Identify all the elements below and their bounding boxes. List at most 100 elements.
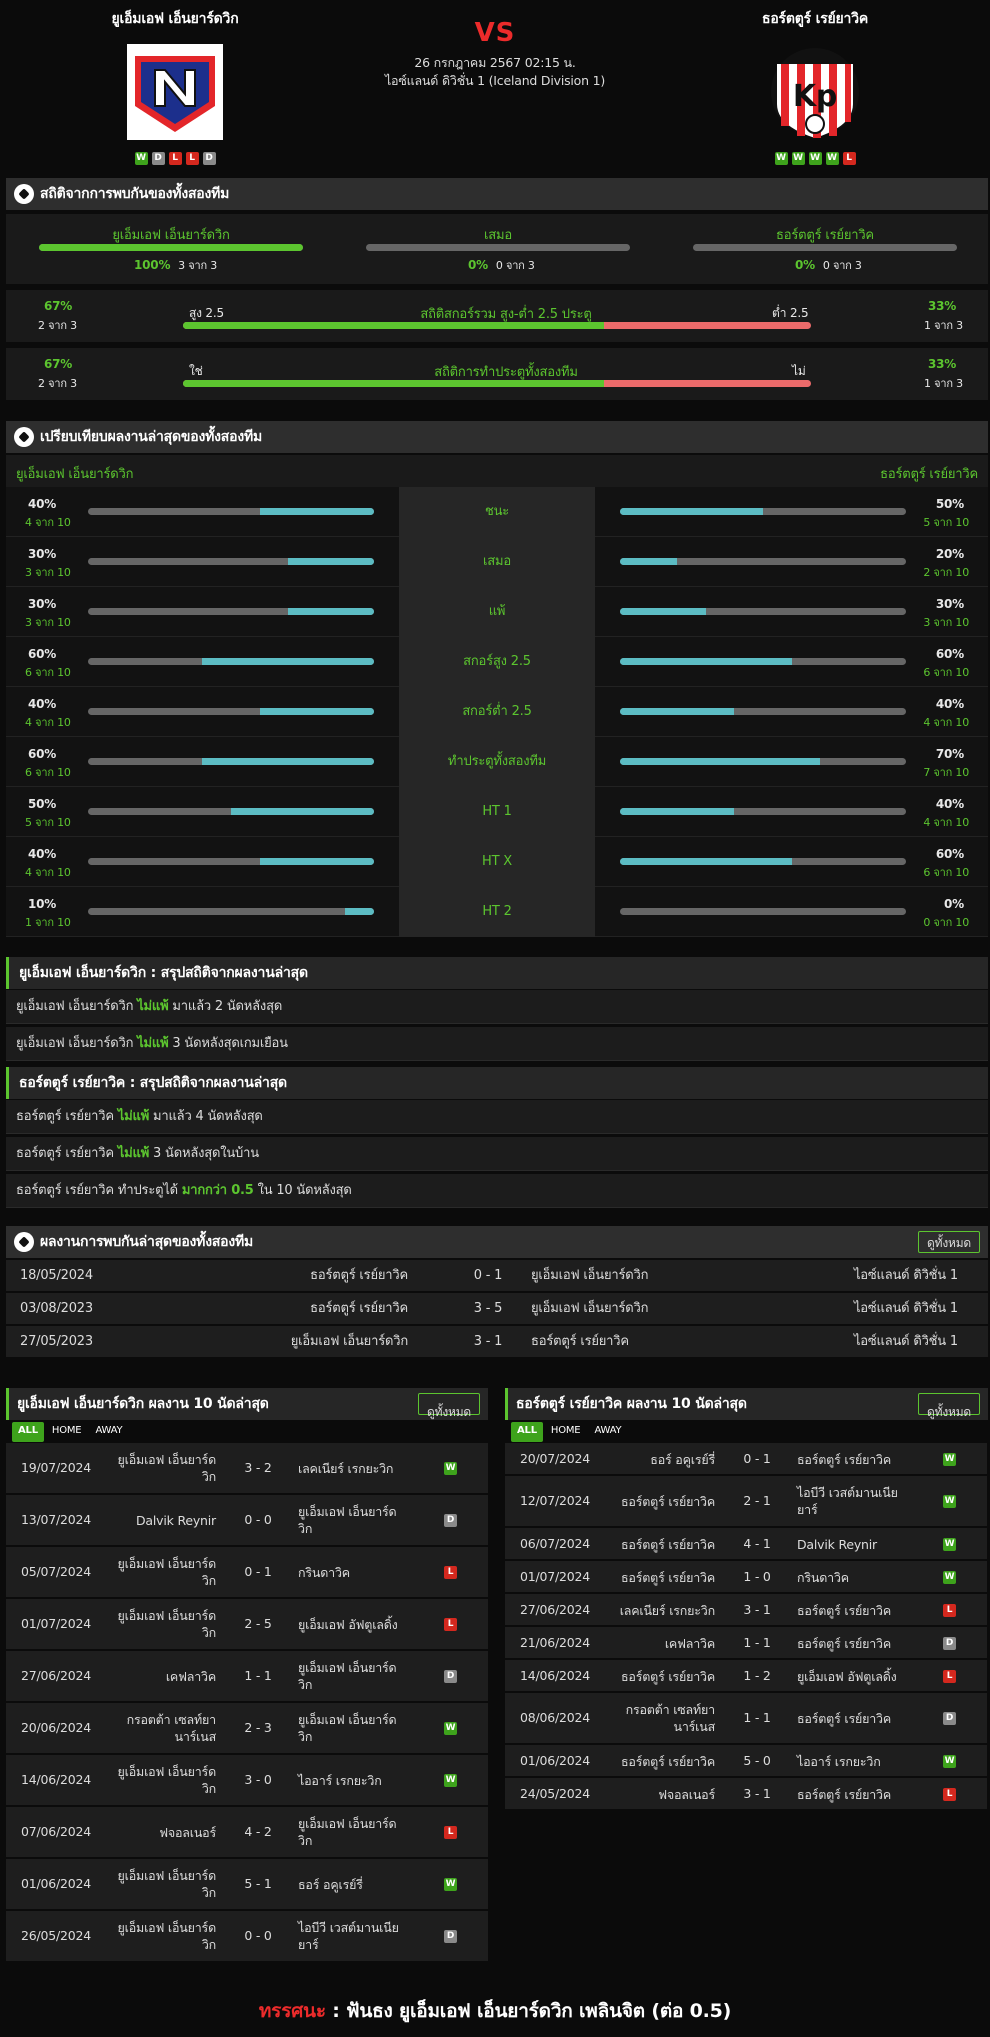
match-home: ยูเอ็มเอฟ เอ็นยาร์ด วิก <box>117 1556 217 1588</box>
match-home: ฟจอลเนอร์ <box>658 1786 715 1802</box>
tab-all[interactable]: ALL <box>12 1422 44 1442</box>
match-row[interactable]: 05/07/2024 ยูเอ็มเอฟ เอ็นยาร์ด วิก 0 - 1 กร… <box>6 1547 488 1597</box>
compare-label: HT 2 <box>399 887 595 937</box>
h2h-home-count: 3 จาก 3 <box>178 259 218 272</box>
tab-away[interactable]: AWAY <box>95 1425 123 1436</box>
away-pct: 40% <box>935 697 964 711</box>
away-count: 6 จาก 10 <box>923 866 969 879</box>
ou-left-label: สูง 2.5 <box>189 306 224 320</box>
compare-row: 10% 1 จาก 10 HT 2 0% 0 จาก 10 <box>6 887 988 937</box>
match-row[interactable]: 26/05/2024 ยูเอ็มเอฟ เอ็นยาร์ด วิก 0 - 0 ไอ… <box>6 1911 488 1961</box>
match-home: ยูเอ็มเอฟ เอ็นยาร์ด วิก <box>117 1764 217 1796</box>
h2h-view-all-button[interactable]: ดูทั้งหมด <box>918 1231 980 1253</box>
home-bar <box>88 658 374 665</box>
match-row[interactable]: 24/05/2024 ฟจอลเนอร์ 3 - 1 ธอร์ตตูร์ เรย์ยา… <box>505 1778 987 1809</box>
away-team-name: ธอร์ตตูร์ เรย์ยาวิค <box>761 11 869 27</box>
match-away: เลคเนียร์ เรกยะวิก <box>298 1461 394 1476</box>
match-away: ธอร์ตตูร์ เรย์ยาวิค <box>797 1602 892 1618</box>
h2h-date: 18/05/2024 <box>20 1268 93 1283</box>
tab-all[interactable]: ALL <box>511 1422 543 1442</box>
match-date: 21/06/2024 <box>520 1634 591 1650</box>
result-badge: L <box>444 1566 457 1579</box>
match-home: ฟจอลเนอร์ <box>159 1825 216 1840</box>
home-bar <box>88 608 374 615</box>
btts-right-label: ไม่ <box>792 364 806 378</box>
h2h-score: 3 - 1 <box>473 1334 503 1349</box>
match-score: 1 - 1 <box>743 1710 771 1725</box>
match-row[interactable]: 20/06/2024 กรอตต้า เซลท์ยา นาร์เนส 2 - 3 ยู… <box>6 1703 488 1753</box>
match-row[interactable]: 19/07/2024 ยูเอ็มเอฟ เอ็นยาร์ด วิก 3 - 2 เล… <box>6 1443 488 1493</box>
tab-away[interactable]: AWAY <box>594 1425 622 1436</box>
tab-home[interactable]: HOME <box>51 1425 82 1436</box>
home-last-view-all-button[interactable]: ดูทั้งหมด <box>418 1393 480 1419</box>
h2h-draw-count: 0 จาก 3 <box>495 259 535 272</box>
match-row[interactable]: 01/06/2024 ธอร์ตตูร์ เรย์ยาวิค 5 - 0 ไออาร์… <box>505 1745 987 1776</box>
tab-home[interactable]: HOME <box>550 1425 581 1436</box>
match-row[interactable]: 07/06/2024 ฟจอลเนอร์ 4 - 2 ยูเอ็มเอฟ เอ็นยา… <box>6 1807 488 1857</box>
match-score: 0 - 0 <box>244 1512 272 1527</box>
btts-left-pct: 67% <box>44 357 73 371</box>
h2h-draw-pct: 0% <box>468 258 488 272</box>
ou-left-count: 2 จาก 3 <box>38 319 77 332</box>
match-row[interactable]: 14/06/2024 ยูเอ็มเอฟ เอ็นยาร์ด วิก 3 - 0 ไอ… <box>6 1755 488 1805</box>
h2h-row[interactable]: 03/08/2023 ธอร์ตตูร์ เรย์ยาวิค 3 - 5 ยูเอ็ม… <box>6 1293 988 1325</box>
match-row[interactable]: 01/07/2024 ยูเอ็มเอฟ เอ็นยาร์ด วิก 2 - 5 ยู… <box>6 1599 488 1649</box>
form-badge: L <box>842 152 856 165</box>
match-row[interactable]: 08/06/2024 กรอตต้า เซลท์ยา นาร์เนส 1 - 1 ธอ… <box>505 1693 987 1743</box>
away-count: 4 จาก 10 <box>923 716 969 729</box>
result-badge: D <box>943 1636 956 1650</box>
match-row[interactable]: 20/07/2024 ธอร์ อคูเรย์รี่ 0 - 1 ธอร์ตตูร์ … <box>505 1443 987 1474</box>
h2h-row[interactable]: 18/05/2024 ธอร์ตตูร์ เรย์ยาวิค 0 - 1 ยูเอ็ม… <box>6 1260 988 1292</box>
summary-team: ธอร์ตตูร์ เรย์ยาวิค ทำประตูได้ <box>16 1183 178 1198</box>
h2h-league: ไอซ์แลนด์ ดิวิชั่น 1 <box>853 1301 958 1316</box>
match-score: 1 - 0 <box>743 1568 771 1584</box>
h2h-draw-bar <box>366 244 630 251</box>
compare-row: 50% 5 จาก 10 HT 1 40% 4 จาก 10 <box>6 787 988 837</box>
summary-line: ธอร์ตตูร์ เรย์ยาวิค ไม่แพ้ 3 นัดหลังสุดใ… <box>6 1137 988 1171</box>
match-away: ธอร์ตตูร์ เรย์ยาวิค <box>797 1711 892 1726</box>
match-score: 4 - 1 <box>743 1535 771 1551</box>
summary-team: ยูเอ็มเอฟ เอ็นยาร์ดวิก <box>16 999 134 1014</box>
match-row[interactable]: 27/06/2024 เลคเนียร์ เรกยะวิก 3 - 1 ธอร์ตตู… <box>505 1594 987 1625</box>
match-home: ยูเอ็มเอฟ เอ็นยาร์ด วิก <box>117 1920 217 1952</box>
form-badge: L <box>185 152 199 165</box>
h2h-row[interactable]: 27/05/2023 ยูเอ็มเอฟ เอ็นยาร์ดวิก 3 - 1 ธอร… <box>6 1326 988 1358</box>
away-pct: 0% <box>944 897 964 911</box>
compare-label: HT 1 <box>399 787 595 837</box>
form-badge: W <box>791 152 805 165</box>
match-row[interactable]: 12/07/2024 ธอร์ตตูร์ เรย์ยาวิค 2 - 1 ไอบีวี… <box>505 1476 987 1526</box>
match-date: 07/06/2024 <box>21 1824 92 1839</box>
match-score: 2 - 1 <box>743 1493 771 1508</box>
match-row[interactable]: 06/07/2024 ธอร์ตตูร์ เรย์ยาวิค 4 - 1 Dalvik… <box>505 1528 987 1559</box>
match-home: เลคเนียร์ เรกยะวิก <box>619 1602 716 1618</box>
match-score: 3 - 0 <box>244 1772 272 1787</box>
compare-row: 40% 4 จาก 10 สกอร์ต่ำ 2.5 40% 4 จาก 10 <box>6 687 988 737</box>
match-away: ธอร์ตตูร์ เรย์ยาวิค <box>797 1635 892 1651</box>
summary-highlight: ไม่แพ้ <box>117 1109 150 1124</box>
football-icon <box>14 184 34 204</box>
home-bar <box>88 708 374 715</box>
result-badge: W <box>943 1754 956 1768</box>
summary-rest: มาแล้ว 2 นัดหลังสุด <box>172 999 283 1014</box>
match-row[interactable]: 13/07/2024 Dalvik Reynir 0 - 0 ยูเอ็มเอฟ เอ… <box>6 1495 488 1545</box>
home-pct: 30% <box>28 597 57 611</box>
summary-rest: ใน 10 นัดหลังสุด <box>257 1183 352 1198</box>
match-row[interactable]: 01/07/2024 ธอร์ตตูร์ เรย์ยาวิค 1 - 0 กรินดา… <box>505 1561 987 1592</box>
home-count: 1 จาก 10 <box>25 916 71 929</box>
match-row[interactable]: 14/06/2024 ธอร์ตตูร์ เรย์ยาวิค 1 - 2 ยูเอ็ม… <box>505 1660 987 1691</box>
away-bar <box>620 908 906 915</box>
home-bar <box>88 858 374 865</box>
match-row[interactable]: 01/06/2024 ยูเอ็มเอฟ เอ็นยาร์ด วิก 5 - 1 ธอ… <box>6 1859 488 1909</box>
match-row[interactable]: 27/06/2024 เคฟลาวิค 1 - 1 ยูเอ็มเอฟ เอ็นยาร… <box>6 1651 488 1701</box>
match-date: 01/06/2024 <box>520 1752 591 1768</box>
h2h-away-bar <box>693 244 957 251</box>
summary-highlight: ไม่แพ้ <box>137 999 169 1014</box>
result-badge: D <box>444 1514 457 1527</box>
match-row[interactable]: 21/06/2024 เคฟลาวิค 1 - 1 ธอร์ตตูร์ เรย์ยาว… <box>505 1627 987 1658</box>
match-date: 14/06/2024 <box>21 1772 92 1787</box>
away-last-view-all-button[interactable]: ดูทั้งหมด <box>918 1393 980 1419</box>
away-bar <box>620 708 906 715</box>
match-home: เคฟลาวิค <box>664 1635 715 1651</box>
